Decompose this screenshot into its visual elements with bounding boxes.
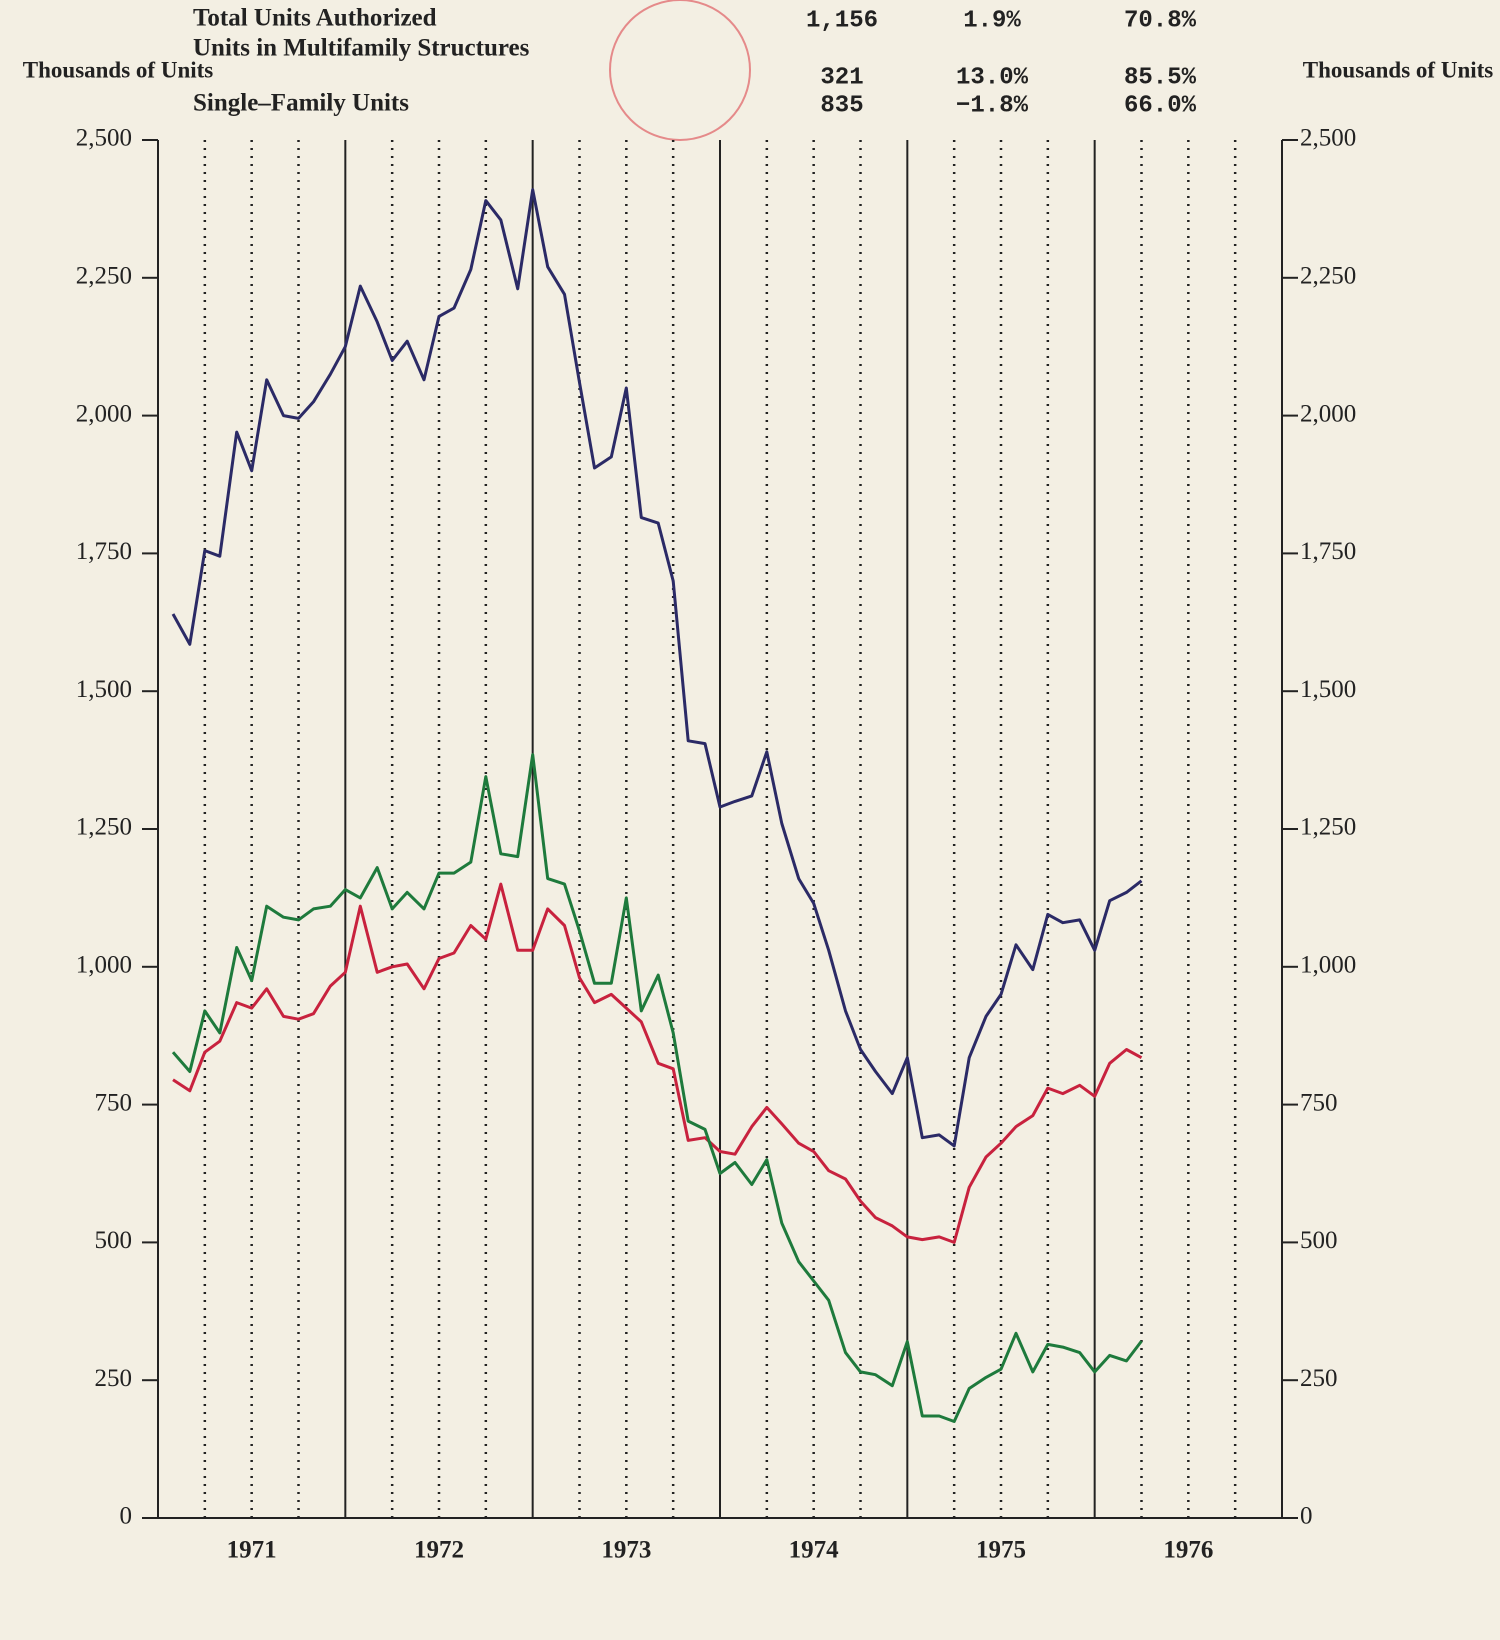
x-tick-label: 1972 [414,1537,464,1564]
x-tick-label: 1971 [227,1537,277,1564]
y-tick-label: 500 [95,1227,133,1254]
y-tick-label: 1,000 [76,952,132,979]
y2-tick-label: 1,500 [1300,676,1356,703]
y2-tick-label: 1,000 [1300,952,1356,979]
x-tick-label: 1975 [976,1537,1026,1564]
y-tick-label: 2,500 [76,125,132,152]
library-stamp [609,0,751,141]
x-tick-label: 1976 [1163,1537,1213,1564]
series-line [172,882,1143,1244]
y2-axis-label: Thousands of Units [1303,57,1494,82]
y-tick-label: 1,500 [76,676,132,703]
y-tick-label: 2,000 [76,400,132,427]
x-tick-label: 1973 [601,1537,651,1564]
y2-tick-label: 2,500 [1300,125,1356,152]
summary-value: 321 [820,64,863,91]
y-tick-label: 1,250 [76,814,132,841]
summary-value: 1,156 [806,7,878,34]
y-tick-label: 750 [95,1089,133,1116]
y2-tick-label: 500 [1300,1227,1338,1254]
summary-value: 13.0% [956,64,1029,91]
legend-entry: Units in Multifamily Structures [193,35,530,62]
y-tick-label: 2,250 [76,263,132,290]
series-line [171,753,1143,1423]
y2-tick-label: 1,750 [1300,538,1356,565]
y2-tick-label: 750 [1300,1089,1338,1116]
y-tick-label: 250 [95,1365,133,1392]
summary-value: −1.8% [956,92,1029,119]
y2-tick-label: 1,250 [1300,814,1356,841]
legend-entry: Total Units Authorized [193,5,437,32]
x-tick-label: 1974 [789,1537,840,1564]
y2-tick-label: 250 [1300,1365,1338,1392]
y-tick-label: 0 [120,1503,133,1530]
summary-value: 70.8% [1124,7,1197,34]
legend-entry: Single–Family Units [193,90,409,117]
y2-tick-label: 2,250 [1300,263,1356,290]
summary-value: 835 [820,92,863,119]
summary-value: 66.0% [1124,92,1197,119]
summary-value: 85.5% [1124,64,1197,91]
series-line [171,188,1143,1148]
y2-tick-label: 2,000 [1300,400,1356,427]
y-axis-label: Thousands of Units [23,57,214,82]
y-tick-label: 1,750 [76,538,132,565]
y2-tick-label: 0 [1300,1503,1313,1530]
summary-value: 1.9% [963,7,1021,34]
